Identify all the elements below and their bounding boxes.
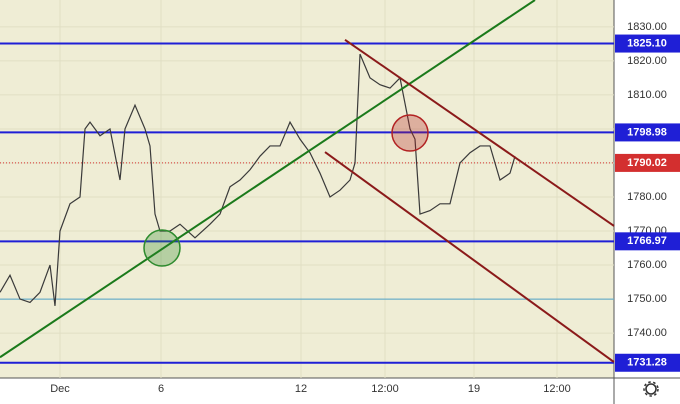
y-tick-label: 1810.00: [627, 89, 667, 101]
y-tick-label: 1750.00: [627, 293, 667, 305]
x-tick-label: 6: [158, 383, 164, 395]
trend-line: [0, 0, 536, 359]
highlight-circle: [143, 229, 181, 267]
x-tick-label: 12:00: [543, 383, 571, 395]
level-label: 1825.10: [627, 37, 667, 49]
y-tick-label: 1780.00: [627, 191, 667, 203]
grid: [0, 0, 614, 378]
y-tick-label: 1760.00: [627, 259, 667, 271]
level-label: 1798.98: [627, 126, 667, 138]
price-line: [0, 53, 516, 306]
level-box: [615, 353, 680, 372]
highlight-circle: [391, 114, 429, 152]
level-label: 1731.28: [627, 357, 667, 369]
settings-icon[interactable]: [643, 381, 659, 397]
level-box: [615, 123, 680, 142]
x-tick-label: 12:00: [371, 383, 399, 395]
level-label: 1766.97: [627, 235, 667, 247]
time-axis: [0, 378, 614, 404]
trend-line: [324, 151, 615, 363]
plot-background: [0, 0, 614, 378]
y-tick-label: 1820.00: [627, 55, 667, 67]
price-axis: [614, 0, 680, 404]
x-tick-label: 19: [468, 383, 480, 395]
y-tick-label: 1830.00: [627, 21, 667, 33]
current-price-label: 1790.02: [627, 157, 667, 169]
trend-line: [344, 38, 615, 227]
current-price-box: [615, 153, 680, 172]
x-tick-label: 12: [295, 383, 307, 395]
level-box: [615, 232, 680, 251]
x-tick-label: Dec: [50, 383, 70, 395]
level-box: [615, 34, 680, 53]
y-tick-label: 1740.00: [627, 327, 667, 339]
